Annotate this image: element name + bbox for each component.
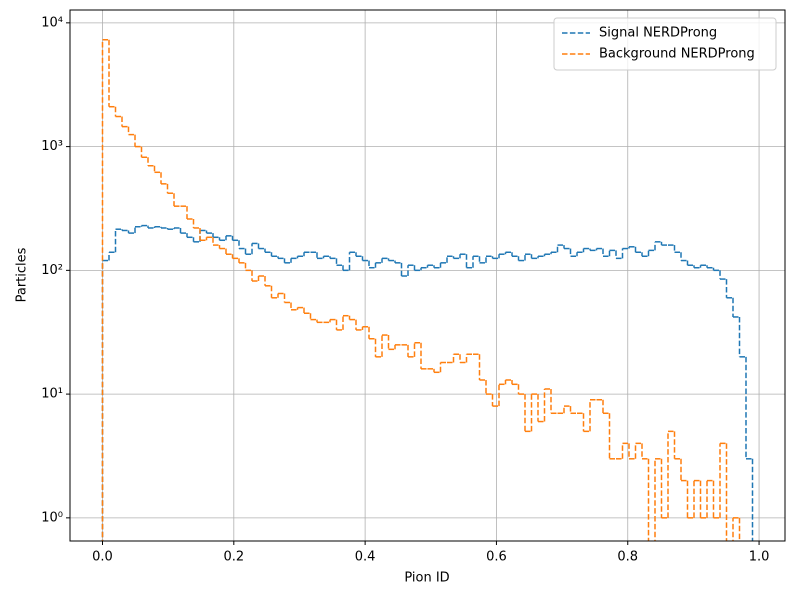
x-tick-label: 0.6 [486,550,507,565]
x-tick-label: 0.0 [92,550,113,565]
ticks: 0.0 0.2 0.4 0.6 0.8 1.0 10⁰ 10¹ 10² 10³ 10⁴ [41,15,769,564]
x-axis-label: Pion ID [404,571,449,586]
x-tick-label: 0.2 [223,550,244,565]
y-tick-label: 10¹ [41,387,63,402]
x-tick-label: 0.4 [355,550,376,565]
y-tick-label: 10⁴ [41,15,63,30]
x-tick-label: 1.0 [749,550,770,565]
plot-area [101,39,754,541]
y-tick-label: 10³ [41,139,63,154]
legend-label: Background NERDProng [599,47,755,62]
y-tick-label: 10⁰ [41,510,63,525]
legend-box [553,17,777,71]
axes-frame [69,9,786,542]
legend: Signal NERDProng Background NERDProng [553,17,777,71]
x-tick-label: 0.8 [617,550,638,565]
legend-label: Signal NERDProng [599,26,717,41]
y-axis-label: Particles [15,247,30,302]
y-tick-label: 10² [41,263,63,278]
grid [70,10,785,541]
